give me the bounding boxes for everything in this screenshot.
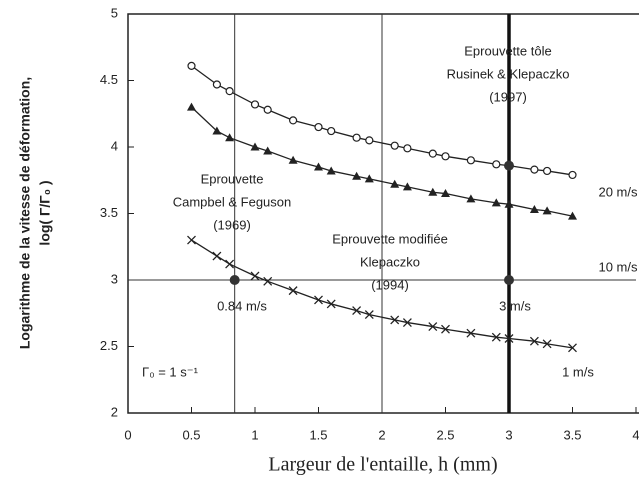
annotation: Campbel & Feguson (173, 194, 292, 209)
point (402, 318, 412, 328)
point (504, 199, 514, 208)
series-label: 10 m/s (598, 259, 638, 274)
point (492, 160, 501, 169)
point (314, 295, 323, 305)
point (364, 174, 374, 183)
annotation: Rusinek & Klepaczko (447, 66, 570, 81)
annotation: (1994) (371, 277, 409, 292)
y-tick-label: 4 (111, 138, 118, 153)
point (542, 166, 552, 176)
point (529, 336, 539, 346)
x-tick-label: 2.5 (436, 427, 454, 442)
point (428, 149, 437, 158)
annotation: 0.84 m/s (217, 298, 267, 313)
point (529, 205, 539, 214)
x-tick-label: 1 (251, 427, 258, 442)
x-tick-label: 3.5 (563, 427, 581, 442)
highlight-point (504, 160, 514, 171)
point (568, 170, 577, 180)
point (288, 155, 298, 164)
point (390, 315, 400, 325)
point (568, 211, 577, 220)
point (542, 206, 552, 215)
x-tick-label: 0 (124, 427, 131, 442)
point (364, 310, 374, 320)
x-tick-label: 4 (632, 427, 639, 442)
point (327, 126, 336, 136)
point (187, 235, 196, 245)
x-tick-label: 0.5 (182, 427, 200, 442)
point (187, 102, 196, 111)
point (289, 116, 298, 125)
point (504, 334, 514, 343)
point (542, 339, 552, 349)
point (225, 259, 235, 269)
annotation: Eprouvette modifiée (332, 231, 448, 246)
annotation: (1997) (489, 89, 527, 104)
y-tick-label: 2.5 (100, 338, 118, 353)
series-line (191, 239, 573, 349)
point (314, 122, 323, 132)
point (326, 166, 336, 175)
y-tick-label: 3.5 (100, 205, 118, 220)
point (263, 276, 273, 286)
x-axis-label: Largeur de l'entaille, h (mm) (268, 454, 497, 476)
y-axis-label: Logarithme de la vitesse de déformation, (17, 77, 33, 349)
highlight-point (229, 275, 240, 285)
x-tick-label: 2 (378, 427, 385, 442)
point (250, 142, 260, 151)
annotation: (1969) (213, 217, 251, 232)
point (466, 194, 476, 203)
point (352, 133, 361, 142)
annotation: 3 m/s (499, 298, 531, 313)
point (530, 165, 539, 174)
point (288, 286, 298, 296)
annotation: Klepaczko (360, 254, 420, 269)
point (441, 152, 450, 161)
point (225, 133, 235, 142)
point (491, 332, 501, 342)
point (326, 299, 336, 309)
point (390, 179, 400, 188)
point (491, 198, 501, 207)
point (568, 343, 577, 353)
highlight-point (504, 275, 514, 285)
point (314, 162, 323, 171)
point (403, 144, 412, 153)
point (466, 156, 475, 165)
series-label: 1 m/s (562, 364, 594, 379)
series-label: 20 m/s (598, 184, 638, 199)
point (250, 100, 260, 109)
point (428, 322, 438, 332)
point (212, 80, 221, 89)
y-tick-label: 2 (111, 404, 118, 419)
point (402, 182, 412, 191)
x-tick-label: 3 (505, 427, 512, 442)
point (212, 251, 222, 261)
point (352, 171, 362, 180)
annotation: Γ₀ = 1 s⁻¹ (142, 364, 199, 379)
y-tick-label: 3 (111, 271, 118, 286)
point (225, 87, 234, 96)
point (263, 146, 273, 155)
annotation: Eprouvette tôle (464, 43, 551, 58)
point (212, 126, 222, 135)
y-tick-label: 4.5 (100, 72, 118, 87)
point (365, 136, 374, 145)
point (352, 306, 362, 316)
point (390, 141, 399, 150)
point (263, 105, 272, 114)
point (466, 328, 476, 338)
y-tick-label: 5 (111, 5, 118, 20)
point (441, 189, 450, 198)
y-axis-label: log( Γ/Γ₀ ) (37, 180, 53, 245)
point (441, 324, 450, 334)
point (250, 271, 260, 281)
point (187, 61, 196, 70)
annotation: Eprouvette (201, 171, 264, 186)
point (428, 187, 438, 196)
x-tick-label: 1.5 (309, 427, 327, 442)
